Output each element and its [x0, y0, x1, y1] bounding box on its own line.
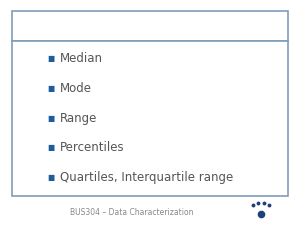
Text: ■: ■ [47, 84, 55, 93]
Text: ■: ■ [47, 114, 55, 123]
Text: ■: ■ [47, 173, 55, 182]
Text: Quartiles, Interquartile range: Quartiles, Interquartile range [60, 171, 233, 184]
Text: ■: ■ [47, 144, 55, 153]
Text: Mode: Mode [60, 82, 92, 95]
Bar [12, 11, 288, 40]
Text: BUS304 – Data Characterization: BUS304 – Data Characterization [70, 208, 194, 217]
Text: Percentiles: Percentiles [60, 142, 124, 154]
Text: Median: Median [60, 52, 103, 65]
Bar [12, 40, 288, 196]
Text: ■: ■ [47, 54, 55, 63]
Text: Range: Range [60, 112, 98, 125]
